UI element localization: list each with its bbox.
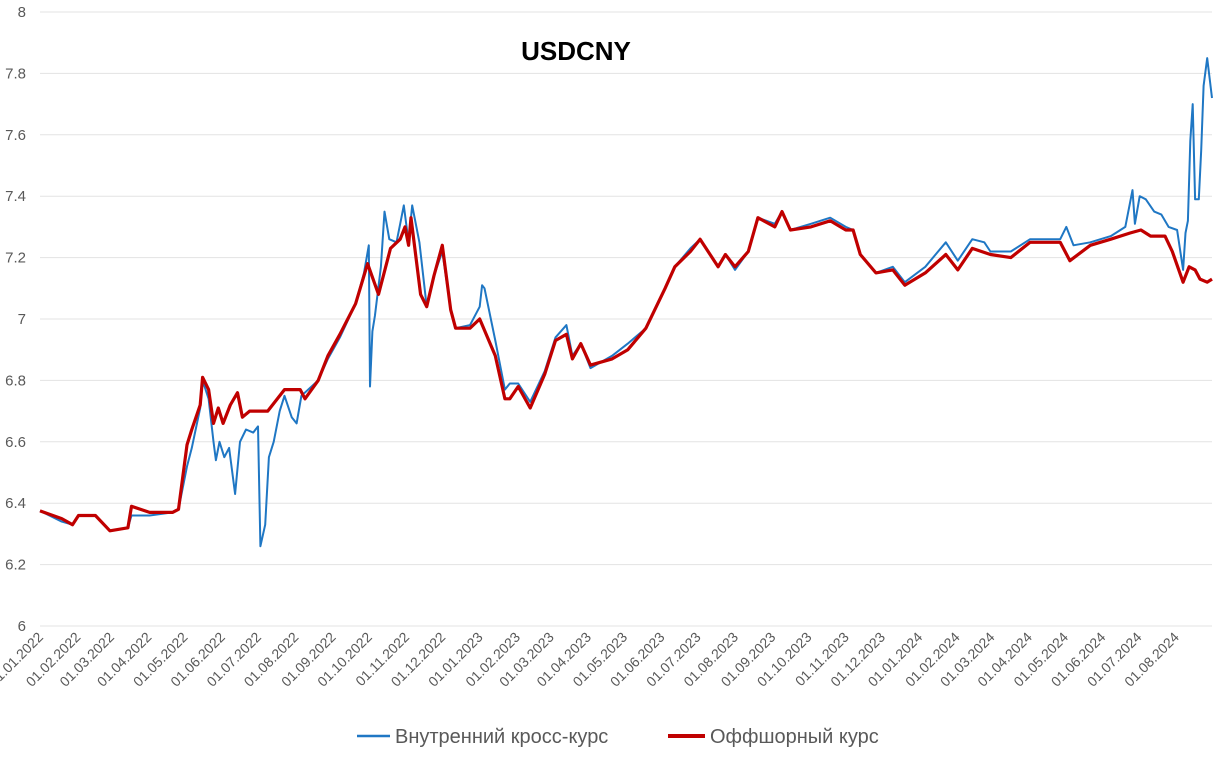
y-tick-label: 6.4 [5, 495, 26, 512]
series-line-offshore-rate [39, 210, 1213, 533]
y-tick-label: 6.6 [5, 434, 26, 451]
y-tick-label: 6.8 [5, 372, 26, 389]
legend: Внутренний кросс-курс Оффшорный курс [357, 726, 879, 748]
series-lines [39, 57, 1213, 548]
y-axis-ticks: 6 6.2 6.4 6.6 6.8 7 7.2 7.4 7.6 7.8 8 [5, 4, 26, 635]
chart-title: USDCNY [521, 36, 631, 66]
y-tick-label: 7.6 [5, 127, 26, 144]
y-tick-label: 7.4 [5, 188, 26, 205]
y-tick-label: 6 [18, 618, 26, 635]
legend-label-offshore: Оффшорный курс [710, 726, 879, 748]
series-line-domestic-cross-rate [39, 57, 1213, 548]
legend-label-domestic: Внутренний кросс-курс [395, 726, 608, 748]
x-axis-ticks: 01.01.202201.02.202201.03.202201.04.2022… [0, 629, 1182, 690]
y-tick-label: 7.2 [5, 250, 26, 267]
y-tick-label: 7 [18, 311, 26, 328]
y-tick-label: 7.8 [5, 65, 26, 82]
y-tick-label: 8 [18, 4, 26, 21]
gridlines [40, 11, 1212, 627]
y-tick-label: 6.2 [5, 557, 26, 574]
